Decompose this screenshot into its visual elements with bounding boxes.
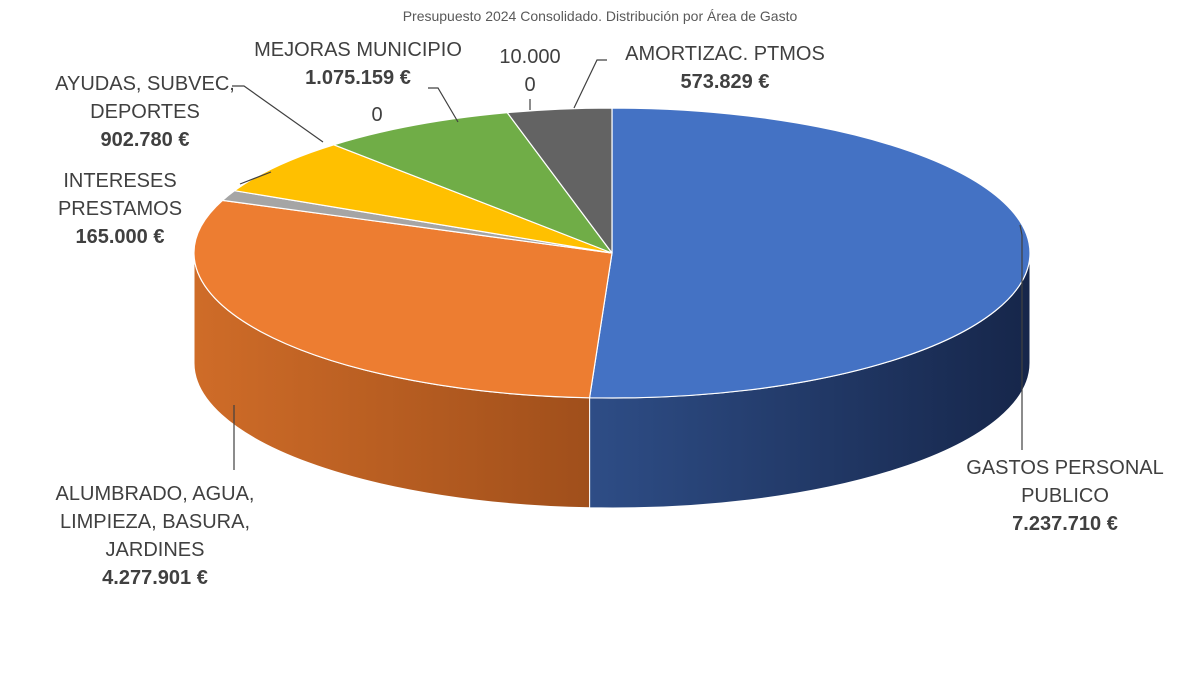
pie-slice-amortizac-ptmos — [506, 107, 613, 254]
data-label-amortizac: AMORTIZAC. PTMOS 573.829 € — [605, 40, 845, 96]
label-10000-line1: 10.000 — [499, 46, 561, 68]
label-zero-value: 0 — [371, 104, 383, 126]
leader-line-mejoras — [428, 87, 459, 123]
leader-line-amort — [573, 59, 607, 109]
label-ayudas-line2: DEPORTES — [90, 101, 200, 123]
label-alumbrado-line3: JARDINES — [105, 539, 205, 561]
data-label-ayudas: AYUDAS, SUBVEC, DEPORTES 902.780 € — [40, 70, 250, 154]
label-intereses-line1: INTERESES PRESTAMOS — [57, 170, 183, 220]
leader-line-ayudas — [232, 85, 324, 143]
data-label-gastos-personal: GASTOS PERSONAL PUBLICO 7.237.710 € — [940, 454, 1190, 538]
pie-slice-gastos-personal-publico — [588, 107, 1031, 399]
chart-title: Presupuesto 2024 Consolidado. Distribuci… — [402, 8, 798, 24]
label-alumbrado-line2: LIMPIEZA, BASURA, — [59, 511, 251, 533]
label-ayudas-value: 902.780 € — [100, 129, 190, 151]
data-label-zero: 0 — [357, 101, 397, 129]
data-label-alumbrado: ALUMBRADO, AGUA, LIMPIEZA, BASURA, JARDI… — [20, 480, 290, 592]
label-intereses-value: 165.000 € — [75, 226, 165, 248]
label-amortizac-line1: AMORTIZAC. PTMOS — [625, 43, 825, 65]
data-label-mejoras: MEJORAS MUNICIPIO 1.075.159 € — [238, 36, 478, 92]
label-alumbrado-line1: ALUMBRADO, AGUA, — [55, 483, 255, 505]
pie-slice-mejoras-municipio — [333, 112, 613, 254]
leader-line-gastos — [1019, 224, 1023, 450]
data-label-10000: 10.000 0 — [488, 43, 572, 99]
data-label-intereses: INTERESES PRESTAMOS 165.000 € — [0, 167, 240, 251]
label-amortizac-value: 573.829 € — [680, 71, 770, 93]
leader-line-intereses — [239, 171, 272, 185]
label-gastos-value: 7.237.710 € — [1012, 513, 1118, 535]
label-mejoras-value: 1.075.159 € — [305, 67, 411, 89]
pie-slice-ayudas-subvec-deportes — [233, 144, 613, 254]
label-mejoras-line1: MEJORAS MUNICIPIO — [254, 39, 462, 61]
label-gastos-line1: GASTOS PERSONAL — [966, 457, 1164, 479]
pie-slice-alumbrado-agua-limpieza-basura-jardines — [193, 199, 613, 399]
label-alumbrado-value: 4.277.901 € — [102, 567, 208, 589]
label-gastos-line2: PUBLICO — [1021, 485, 1109, 507]
label-ayudas-line1: AYUDAS, SUBVEC, — [55, 73, 235, 95]
label-10000-line2: 0 — [524, 74, 536, 96]
